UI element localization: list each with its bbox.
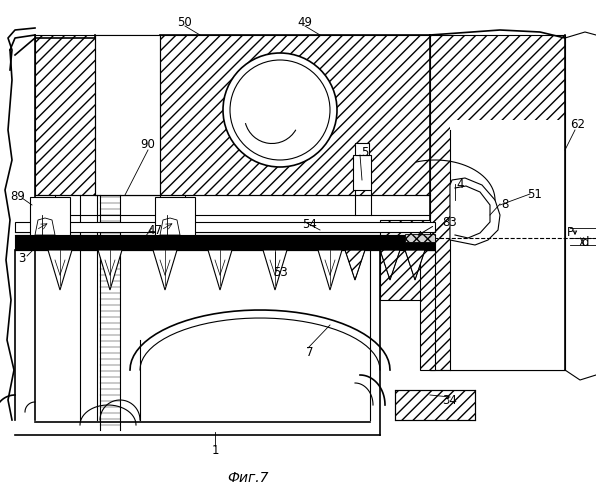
- Text: 53: 53: [272, 266, 287, 278]
- Text: 8: 8: [501, 198, 509, 211]
- Text: 3: 3: [18, 252, 26, 264]
- Polygon shape: [450, 178, 500, 245]
- Text: 50: 50: [178, 16, 193, 28]
- Text: 90: 90: [141, 138, 156, 151]
- Polygon shape: [153, 250, 177, 290]
- Bar: [395, 390, 475, 420]
- Bar: [95, 35, 160, 195]
- Bar: [420, 250, 435, 370]
- Bar: [380, 220, 430, 300]
- Polygon shape: [98, 250, 122, 290]
- Text: 49: 49: [297, 16, 312, 28]
- Polygon shape: [430, 35, 565, 370]
- Text: d: d: [581, 236, 589, 248]
- Polygon shape: [380, 250, 400, 280]
- Text: 47: 47: [147, 224, 163, 236]
- Text: 1: 1: [211, 444, 219, 456]
- Circle shape: [223, 53, 337, 167]
- Polygon shape: [318, 250, 342, 290]
- Text: P: P: [567, 226, 573, 238]
- Text: 51: 51: [527, 188, 542, 202]
- Polygon shape: [48, 250, 72, 290]
- Text: 7: 7: [306, 346, 313, 358]
- Polygon shape: [130, 35, 430, 195]
- Text: Фиг.7: Фиг.7: [227, 471, 269, 485]
- Text: 4: 4: [457, 178, 464, 192]
- Polygon shape: [208, 250, 232, 290]
- Bar: [30, 197, 70, 235]
- Text: 5: 5: [361, 146, 369, 158]
- Circle shape: [230, 60, 330, 160]
- Polygon shape: [160, 218, 180, 235]
- Polygon shape: [35, 218, 55, 235]
- Polygon shape: [35, 35, 130, 195]
- Text: 62: 62: [570, 118, 585, 132]
- Polygon shape: [405, 250, 425, 280]
- Bar: [355, 143, 369, 155]
- Polygon shape: [450, 120, 565, 370]
- Bar: [155, 197, 195, 235]
- Polygon shape: [345, 250, 365, 280]
- Polygon shape: [263, 250, 287, 290]
- Bar: [15, 222, 435, 232]
- Bar: [353, 155, 371, 190]
- Text: 83: 83: [443, 216, 457, 230]
- Text: 89: 89: [11, 190, 26, 203]
- Bar: [405, 234, 435, 242]
- Text: 34: 34: [443, 394, 458, 406]
- Text: 54: 54: [303, 218, 318, 232]
- Bar: [15, 235, 435, 250]
